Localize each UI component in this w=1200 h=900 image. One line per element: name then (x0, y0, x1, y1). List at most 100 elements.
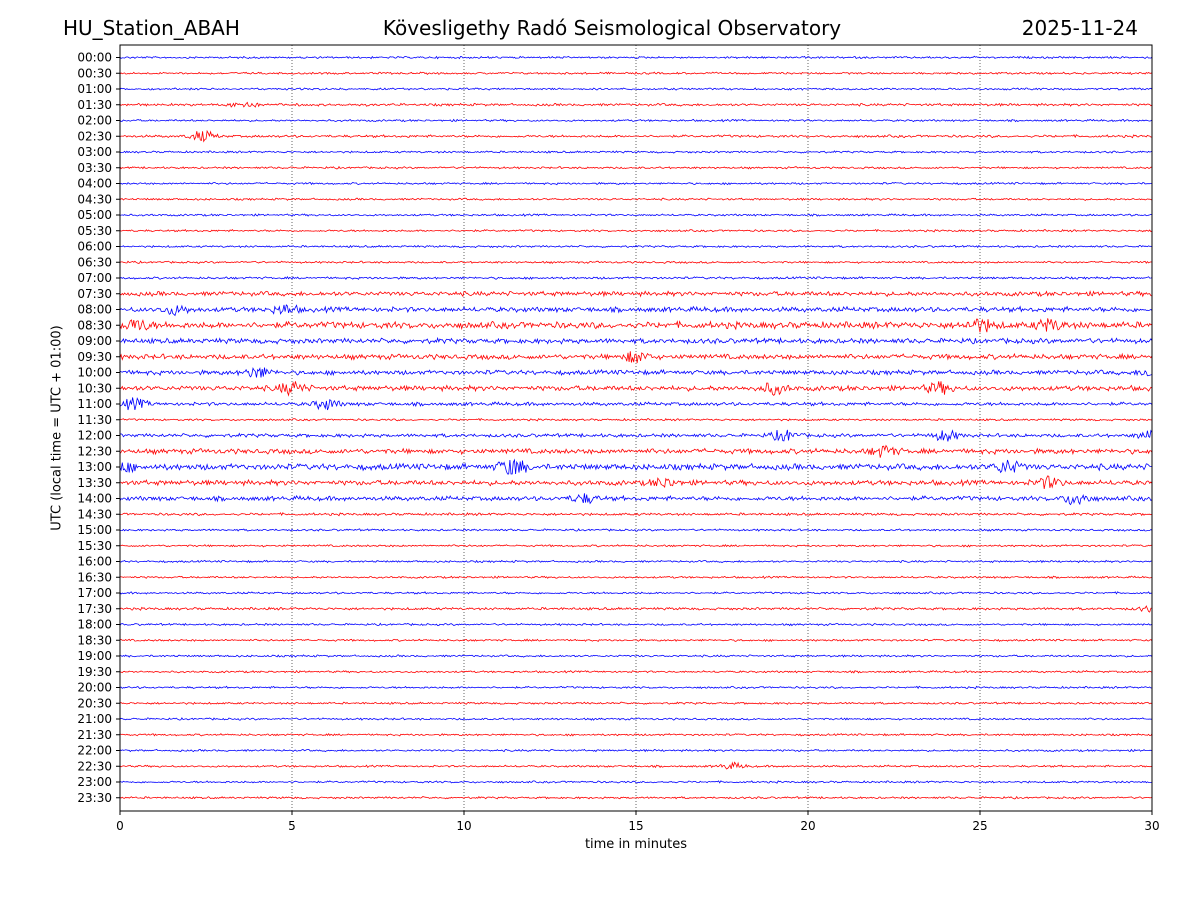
y-tick-label-12:00: 12:00 (77, 429, 112, 443)
y-tick-label-01:30: 01:30 (77, 98, 112, 112)
trace-23:30 (119, 795, 1153, 800)
trace-06:00 (119, 244, 1153, 249)
y-tick-label-03:00: 03:00 (77, 145, 112, 159)
chart-title: Kövesligethy Radó Seismological Observat… (382, 16, 842, 40)
trace-05:00 (119, 213, 1153, 217)
y-tick-label-05:30: 05:30 (77, 224, 112, 238)
y-tick-label-19:30: 19:30 (77, 665, 112, 679)
trace-14:00 (119, 493, 1153, 506)
trace-03:00 (119, 150, 1153, 154)
x-tick-label-25: 25 (972, 819, 987, 833)
y-tick-label-15:30: 15:30 (77, 539, 112, 553)
y-tick-label-20:30: 20:30 (77, 696, 112, 710)
trace-00:00 (119, 55, 1153, 60)
y-tick-label-07:30: 07:30 (77, 287, 112, 301)
trace-11:00 (119, 397, 1153, 411)
y-tick-label-04:30: 04:30 (77, 192, 112, 206)
trace-20:00 (119, 685, 1153, 690)
y-tick-label-01:00: 01:00 (77, 82, 112, 96)
y-tick-label-13:30: 13:30 (77, 476, 112, 490)
y-tick-label-02:30: 02:30 (77, 129, 112, 143)
trace-14:30 (119, 511, 1153, 517)
trace-04:00 (119, 181, 1153, 186)
y-tick-label-05:00: 05:00 (77, 208, 112, 222)
y-tick-label-14:30: 14:30 (77, 507, 112, 521)
x-tick-label-5: 5 (288, 819, 296, 833)
trace-02:30 (119, 129, 1153, 143)
x-tick-label-20: 20 (800, 819, 815, 833)
y-tick-label-22:30: 22:30 (77, 759, 112, 773)
y-tick-label-23:00: 23:00 (77, 775, 112, 789)
y-tick-label-06:30: 06:30 (77, 255, 112, 269)
y-tick-label-00:00: 00:00 (77, 51, 112, 65)
trace-05:30 (119, 228, 1153, 233)
y-tick-label-09:30: 09:30 (77, 350, 112, 364)
x-tick-label-0: 0 (116, 819, 124, 833)
trace-08:30 (119, 318, 1153, 333)
y-tick-label-10:00: 10:00 (77, 366, 112, 380)
y-tick-label-20:00: 20:00 (77, 681, 112, 695)
y-tick-label-14:00: 14:00 (77, 492, 112, 506)
trace-01:30 (119, 101, 1153, 108)
trace-17:00 (119, 591, 1153, 595)
y-tick-label-12:30: 12:30 (77, 444, 112, 458)
trace-07:30 (119, 290, 1153, 298)
trace-09:00 (119, 336, 1153, 345)
y-tick-label-16:00: 16:00 (77, 555, 112, 569)
trace-21:00 (119, 717, 1153, 721)
y-tick-label-11:30: 11:30 (77, 413, 112, 427)
date-label: 2025-11-24 (1021, 16, 1138, 40)
trace-19:30 (119, 669, 1153, 674)
trace-02:00 (119, 118, 1153, 123)
y-tick-label-10:30: 10:30 (77, 381, 112, 395)
trace-18:00 (119, 622, 1153, 627)
y-tick-label-16:30: 16:30 (77, 570, 112, 584)
trace-21:30 (119, 732, 1153, 737)
x-axis-label: time in minutes (584, 837, 688, 852)
trace-08:00 (119, 304, 1153, 317)
x-tick-label-15: 15 (628, 819, 643, 833)
trace-23:00 (119, 780, 1153, 784)
y-tick-label-17:30: 17:30 (77, 602, 112, 616)
trace-15:30 (119, 543, 1152, 548)
trace-15:00 (119, 528, 1153, 532)
trace-17:30 (119, 605, 1153, 613)
trace-12:30 (119, 444, 1153, 458)
y-tick-label-06:00: 06:00 (77, 240, 112, 254)
y-axis-label: UTC (local time = UTC + 01:00) (49, 325, 65, 531)
x-tick-label-30: 30 (1144, 819, 1159, 833)
y-tick-label-21:30: 21:30 (77, 728, 112, 742)
station-label: HU_Station_ABAH (63, 16, 240, 40)
y-tick-label-00:30: 00:30 (77, 66, 112, 80)
trace-01:00 (119, 87, 1153, 91)
y-tick-label-18:00: 18:00 (77, 618, 112, 632)
y-tick-label-19:00: 19:00 (77, 649, 112, 663)
y-tick-label-02:00: 02:00 (77, 114, 112, 128)
trace-22:00 (119, 748, 1153, 753)
y-tick-label-18:30: 18:30 (77, 633, 112, 647)
trace-16:00 (119, 559, 1153, 564)
trace-13:30 (119, 475, 1153, 489)
trace-12:00 (119, 429, 1153, 442)
trace-00:30 (119, 71, 1153, 75)
y-tick-label-03:30: 03:30 (77, 161, 112, 175)
y-tick-label-07:00: 07:00 (77, 271, 112, 285)
trace-20:30 (119, 701, 1153, 705)
y-tick-label-08:00: 08:00 (77, 303, 112, 317)
y-tick-label-22:00: 22:00 (77, 744, 112, 758)
trace-06:30 (119, 260, 1153, 265)
trace-18:30 (119, 638, 1153, 642)
y-tick-label-04:00: 04:00 (77, 177, 112, 191)
y-tick-label-13:00: 13:00 (77, 460, 112, 474)
trace-22:30 (119, 761, 1153, 770)
traces (119, 55, 1153, 800)
trace-09:30 (119, 351, 1153, 364)
trace-03:30 (119, 165, 1152, 170)
x-tick-label-10: 10 (456, 819, 471, 833)
y-tick-label-08:30: 08:30 (77, 318, 112, 332)
trace-10:00 (119, 367, 1153, 378)
y-tick-label-17:00: 17:00 (77, 586, 112, 600)
trace-11:30 (119, 417, 1153, 422)
